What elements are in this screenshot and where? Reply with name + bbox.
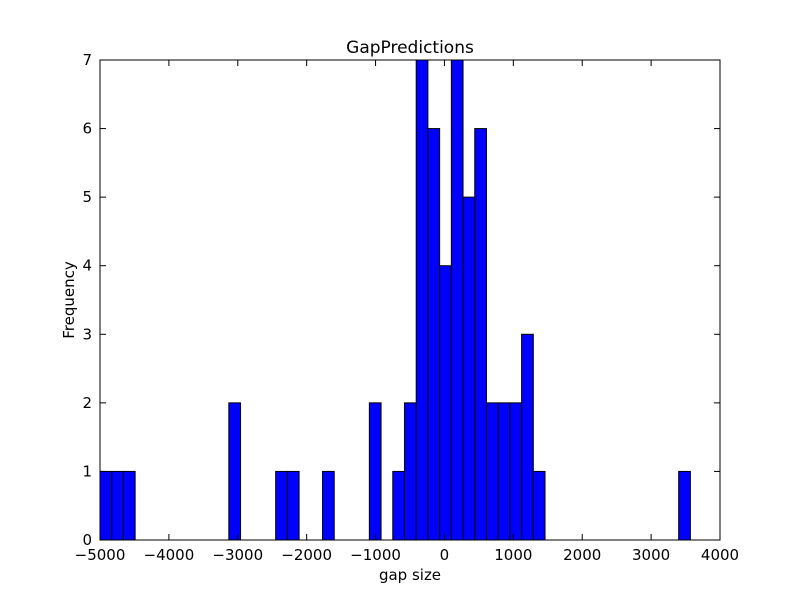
histogram-bar-17 (497, 402, 511, 541)
x-tick-label-6: 1000 (494, 546, 532, 564)
histogram-bar-15 (474, 128, 487, 541)
histogram-bar-9 (403, 402, 417, 541)
x-tick-label-1: −4000 (144, 546, 195, 564)
x-tick-label-5: 0 (440, 546, 450, 564)
y-tick-label-7: 7 (82, 51, 92, 69)
x-tick-label-3: −2000 (281, 546, 332, 564)
x-tick-label-9: 4000 (701, 546, 739, 564)
plot-frame (99, 59, 721, 541)
x-tick-label-0: −5000 (75, 546, 126, 564)
y-axis-label: Frequency (60, 261, 78, 339)
y-tick-label-3: 3 (82, 325, 92, 343)
histogram-bar-12 (439, 265, 452, 541)
histogram-bar-0 (99, 470, 113, 541)
bars-group (99, 59, 691, 541)
histogram-bar-1 (111, 470, 124, 541)
histogram-bar-19 (521, 333, 534, 541)
histogram-bar-8 (392, 470, 405, 541)
x-tick-label-8: 3000 (632, 546, 670, 564)
x-tick-label-4: −1000 (350, 546, 401, 564)
x-tick-label-7: 2000 (563, 546, 601, 564)
histogram-bar-13 (450, 59, 464, 541)
y-tick-label-6: 6 (82, 120, 92, 138)
histogram-bar-6 (322, 470, 335, 541)
x-tick-label-2: −3000 (212, 546, 263, 564)
histogram-bar-3 (228, 402, 242, 541)
histogram-bar-18 (509, 402, 523, 541)
histogram-bar-5 (286, 470, 300, 541)
histogram-bar-2 (122, 470, 136, 541)
y-tick-label-5: 5 (82, 188, 92, 206)
chart-title: GapPredictions (346, 38, 474, 58)
histogram-bar-20 (532, 470, 546, 541)
histogram-bar-14 (462, 196, 476, 541)
y-tick-label-0: 0 (82, 531, 92, 549)
y-tick-label-2: 2 (82, 394, 92, 412)
histogram-bar-7 (368, 402, 382, 541)
y-tick-label-4: 4 (82, 257, 92, 275)
x-axis-label: gap size (379, 566, 441, 584)
histogram-bar-4 (275, 470, 288, 541)
ticks-group: −5000 −4000 −3000 −2000 −1000 0 1000 2000 3000 40… (75, 51, 739, 564)
histogram-bar-21 (678, 470, 691, 541)
histogram-bar-11 (427, 128, 441, 541)
y-tick-label-1: 1 (82, 462, 92, 480)
histogram-bar-16 (485, 402, 499, 541)
histogram-bar-10 (415, 59, 429, 541)
